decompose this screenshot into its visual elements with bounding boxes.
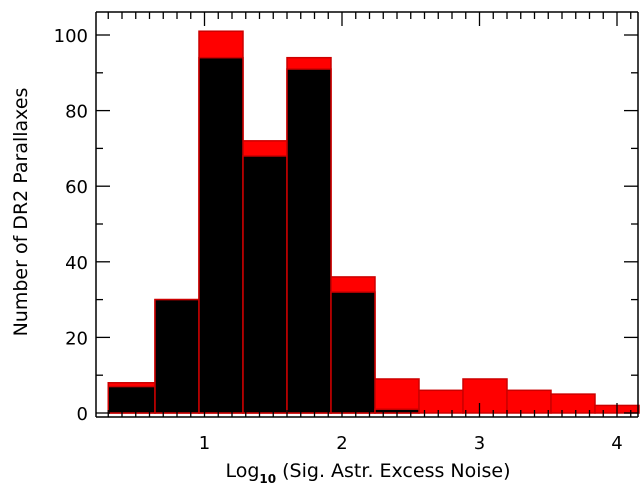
x-tick-label: 3 [474,433,485,454]
subset-bar [330,291,376,414]
total-bar [418,389,464,414]
subset-bar [286,68,332,414]
y-tick-label: 100 [54,26,88,47]
subset-bar [107,385,156,414]
y-tick-label: 40 [65,253,88,274]
total-bar [506,389,552,414]
subset-bar [242,155,288,414]
y-tick-label: 80 [65,102,88,123]
subset-bar [198,56,244,414]
axis-labels: Log10 (Sig. Astr. Excess Noise) Number o… [10,88,511,486]
x-axis-label: Log10 (Sig. Astr. Excess Noise) [225,460,510,486]
total-bar [550,393,596,414]
total-bar [374,378,420,414]
x-tick-label: 2 [336,433,347,454]
subset-bars [107,56,420,414]
y-tick-label: 0 [77,404,88,425]
x-tick-label: 1 [199,433,210,454]
y-tick-label: 60 [65,177,88,198]
subset-bar [154,298,200,414]
total-bar [462,378,508,414]
x-tick-label: 4 [611,433,622,454]
y-axis-label: Number of DR2 Parallaxes [10,88,32,337]
y-tick-label: 20 [65,328,88,349]
